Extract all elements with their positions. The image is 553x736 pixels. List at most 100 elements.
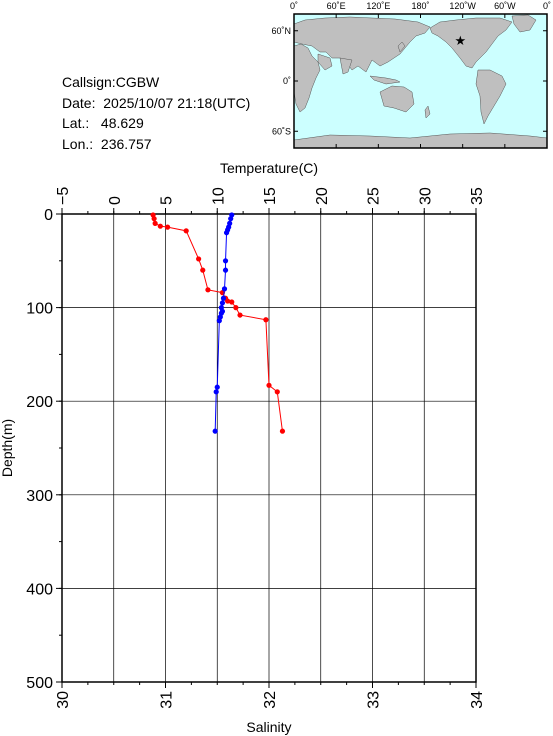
temperature-tick-label: 20 [314, 187, 331, 205]
salinity-tick-labels: 30 31 32 33 34 [55, 691, 486, 709]
salinity-tick-label: 32 [262, 691, 279, 709]
land-japan [397, 41, 406, 53]
land-greenland [511, 14, 537, 33]
salinity-data-point [221, 286, 228, 292]
map-lon-tick-label: 0˚ [290, 1, 298, 11]
map-lon-tick-label: 180˚ [411, 1, 429, 11]
salinity-data-point [218, 305, 224, 311]
temperature-data-point [229, 299, 235, 305]
salinity-data-point [222, 258, 229, 264]
land-australia [379, 85, 415, 113]
temperature-data-point [157, 223, 163, 229]
world-map: 0˚ 60˚E 120˚E 180˚ 120˚W 60˚W 0˚ 60˚N 0˚ 60˚S ★ [271, 1, 551, 149]
map-lon-tick-label: 120˚W [449, 1, 476, 11]
salinity-data-point [219, 300, 226, 306]
temperature-data-point [205, 287, 211, 293]
land-antarctica [294, 132, 547, 148]
lat-label: Lat.: [62, 115, 90, 131]
map-ticks: 0˚ 60˚E 120˚E 180˚ 120˚W 60˚W 0˚ 60˚N 0˚ 60˚S [271, 1, 551, 148]
land-south-america [475, 69, 507, 125]
salinity-data-point [216, 318, 222, 324]
lon-row: Lon.: 236.757 [62, 134, 250, 155]
temperature-data-point [266, 382, 272, 388]
temperature-tick-label: 10 [210, 187, 227, 205]
salinity-data-point [227, 220, 233, 226]
date-value: 2025/10/07 21:18(UTC) [103, 94, 251, 111]
temperature-data-point [164, 224, 171, 230]
land-africa [294, 43, 321, 113]
temperature-tick-label: 30 [417, 187, 434, 205]
temperature-tick-labels: −5 0 5 10 15 20 25 30 35 [55, 187, 486, 205]
salinity-data-point [226, 224, 232, 230]
salinity-profile-line [214, 214, 233, 432]
callsign-value: CGBW [115, 74, 160, 90]
map-lon-tick-label: 0˚ [543, 1, 551, 11]
temperature-data-point [151, 216, 157, 222]
temperature-tick-label: 35 [469, 187, 486, 205]
axis-ticks [56, 208, 477, 688]
station-star-icon: ★ [455, 33, 467, 48]
salinity-data-point [219, 308, 226, 314]
land-india [339, 57, 353, 75]
salinity-data-point [213, 389, 219, 395]
salinity-data-point [214, 384, 220, 390]
callsign-row: Callsign:CGBW [62, 72, 250, 93]
depth-axis-label: Depth(m) [0, 419, 15, 477]
callsign-label: Callsign: [62, 74, 116, 90]
land-new-zealand [424, 105, 431, 119]
temperature-data-point [152, 220, 158, 226]
temperature-data-point [225, 298, 231, 304]
lon-value: 236.757 [100, 135, 152, 152]
salinity-tick-label: 31 [159, 691, 176, 709]
plot-frame [61, 213, 477, 683]
land-indonesia [369, 75, 401, 85]
salinity-data-point [212, 428, 218, 434]
depth-tick-label: 300 [26, 488, 53, 505]
salinity-tick-label: 33 [366, 691, 383, 709]
depth-tick-label: 0 [44, 207, 53, 224]
salinity-tick-label: 34 [469, 691, 486, 709]
land-arabia [317, 53, 333, 71]
depth-tick-label: 500 [26, 675, 53, 692]
temperature-tick-label: 25 [366, 187, 383, 205]
temperature-data-point [237, 312, 243, 318]
temperature-axis-label: Temperature(C) [220, 160, 318, 176]
temperature-tick-label: 0 [107, 196, 124, 205]
depth-tick-label: 400 [26, 581, 53, 598]
temperature-tick-label: −5 [55, 187, 72, 205]
temperature-data-point [263, 317, 269, 323]
salinity-axis-label: Salinity [246, 719, 291, 735]
temperature-data-point [233, 305, 239, 311]
depth-tick-labels: 0 100 200 300 400 500 [26, 207, 53, 692]
map-lat-tick-label: 0˚ [283, 76, 291, 86]
temperature-data-point [279, 428, 286, 434]
temperature-data-point [274, 389, 280, 395]
map-lon-tick-label: 60˚E [327, 1, 346, 11]
date-row: Date: 2025/10/07 21:18(UTC) [62, 93, 250, 114]
salinity-data-point [225, 227, 231, 233]
map-lon-tick-label: 60˚W [494, 1, 516, 11]
salinity-data-point [217, 314, 223, 320]
salinity-data-point [223, 230, 230, 236]
temperature-data-point [200, 267, 206, 273]
temperature-profile-line [152, 214, 283, 432]
salinity-data-point [218, 310, 224, 316]
lat-value: 48.629 [100, 115, 144, 131]
temperature-tick-label: 15 [262, 187, 279, 205]
data-series [150, 212, 286, 434]
land-north-america [429, 17, 513, 69]
date-label: Date: [62, 94, 96, 111]
station-info: Callsign:CGBW Date: 2025/10/07 21:18(UTC… [62, 72, 250, 154]
map-lat-tick-label: 60˚N [271, 26, 291, 36]
salinity-data-point [229, 212, 235, 218]
temperature-data-point [183, 228, 189, 234]
salinity-tick-label: 30 [55, 691, 72, 709]
salinity-data-point [220, 295, 227, 301]
salinity-data-point [222, 267, 229, 273]
salinity-data-point [228, 216, 234, 222]
temperature-data-point [219, 290, 226, 296]
chart-grid [61, 213, 477, 683]
map-lat-tick-label: 60˚S [272, 126, 291, 136]
temperature-data-point [196, 256, 202, 262]
map-landmasses [294, 14, 547, 148]
